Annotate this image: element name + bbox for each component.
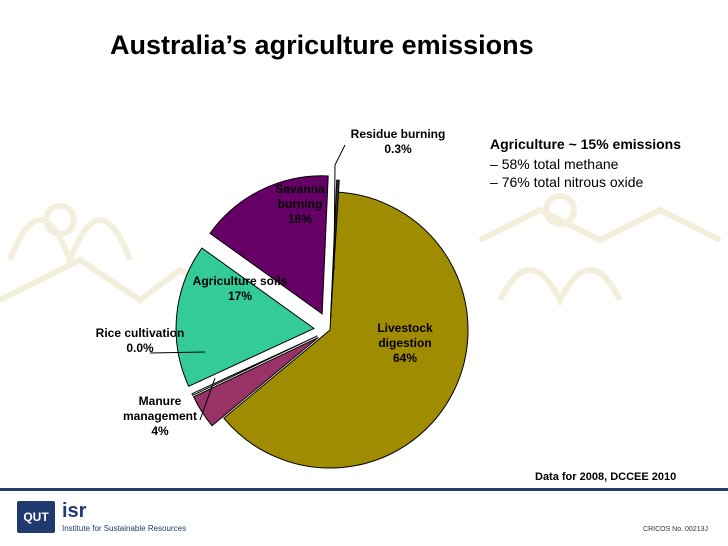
cricos-number: CRICOS No. 00213J (643, 526, 708, 533)
pie-slice-residue-burning (330, 179, 340, 319)
source-note: Data for 2008, DCCEE 2010 (535, 471, 677, 483)
pie-slice-livestock-digestion (223, 191, 469, 469)
leader-line (333, 144, 346, 271)
bullet-item-methane: – 58% total methane (490, 156, 619, 172)
bullet-heading: Agriculture ~ 15% emissions (490, 136, 682, 152)
slide-title: Australia’s agriculture emissions (110, 30, 534, 60)
footer-bar: QUT isr Institute for Sustainable Resour… (0, 488, 728, 546)
pie-slice-manure-management (192, 337, 319, 427)
bullet-list: Agriculture ~ 15% emissions – 58% total … (490, 136, 725, 190)
pie-chart: Livestock digestion 64% Manure management 4% R… (96, 127, 469, 469)
isr-full-name: Institute for Sustainable Resources (62, 524, 187, 533)
pie-slice-agriculture-soils (175, 247, 316, 387)
pie-slice-savanna-burning (209, 175, 329, 315)
pie-label-manure-management: Manure management 4% (123, 394, 197, 438)
bullet-item-nitrous-oxide: – 76% total nitrous oxide (490, 174, 644, 190)
isr-logo-text: isr (62, 500, 87, 522)
pie-label-rice-cultivation: Rice cultivation 0.0% (96, 326, 185, 355)
pie-label-livestock-digestion: Livestock digestion 64% (377, 321, 433, 365)
footer-divider (0, 488, 728, 491)
pie-slice-rice-cultivation (191, 335, 318, 396)
qut-logo: QUT (17, 501, 55, 533)
pie-label-agriculture-soils: Agriculture soils 17% (193, 274, 288, 303)
leader-line (149, 351, 206, 354)
pie-label-savanna-burning: Savanna burning 16% (275, 182, 325, 226)
pie-label-residue-burning: Residue burning 0.3% (351, 127, 446, 156)
leader-line (199, 377, 216, 421)
